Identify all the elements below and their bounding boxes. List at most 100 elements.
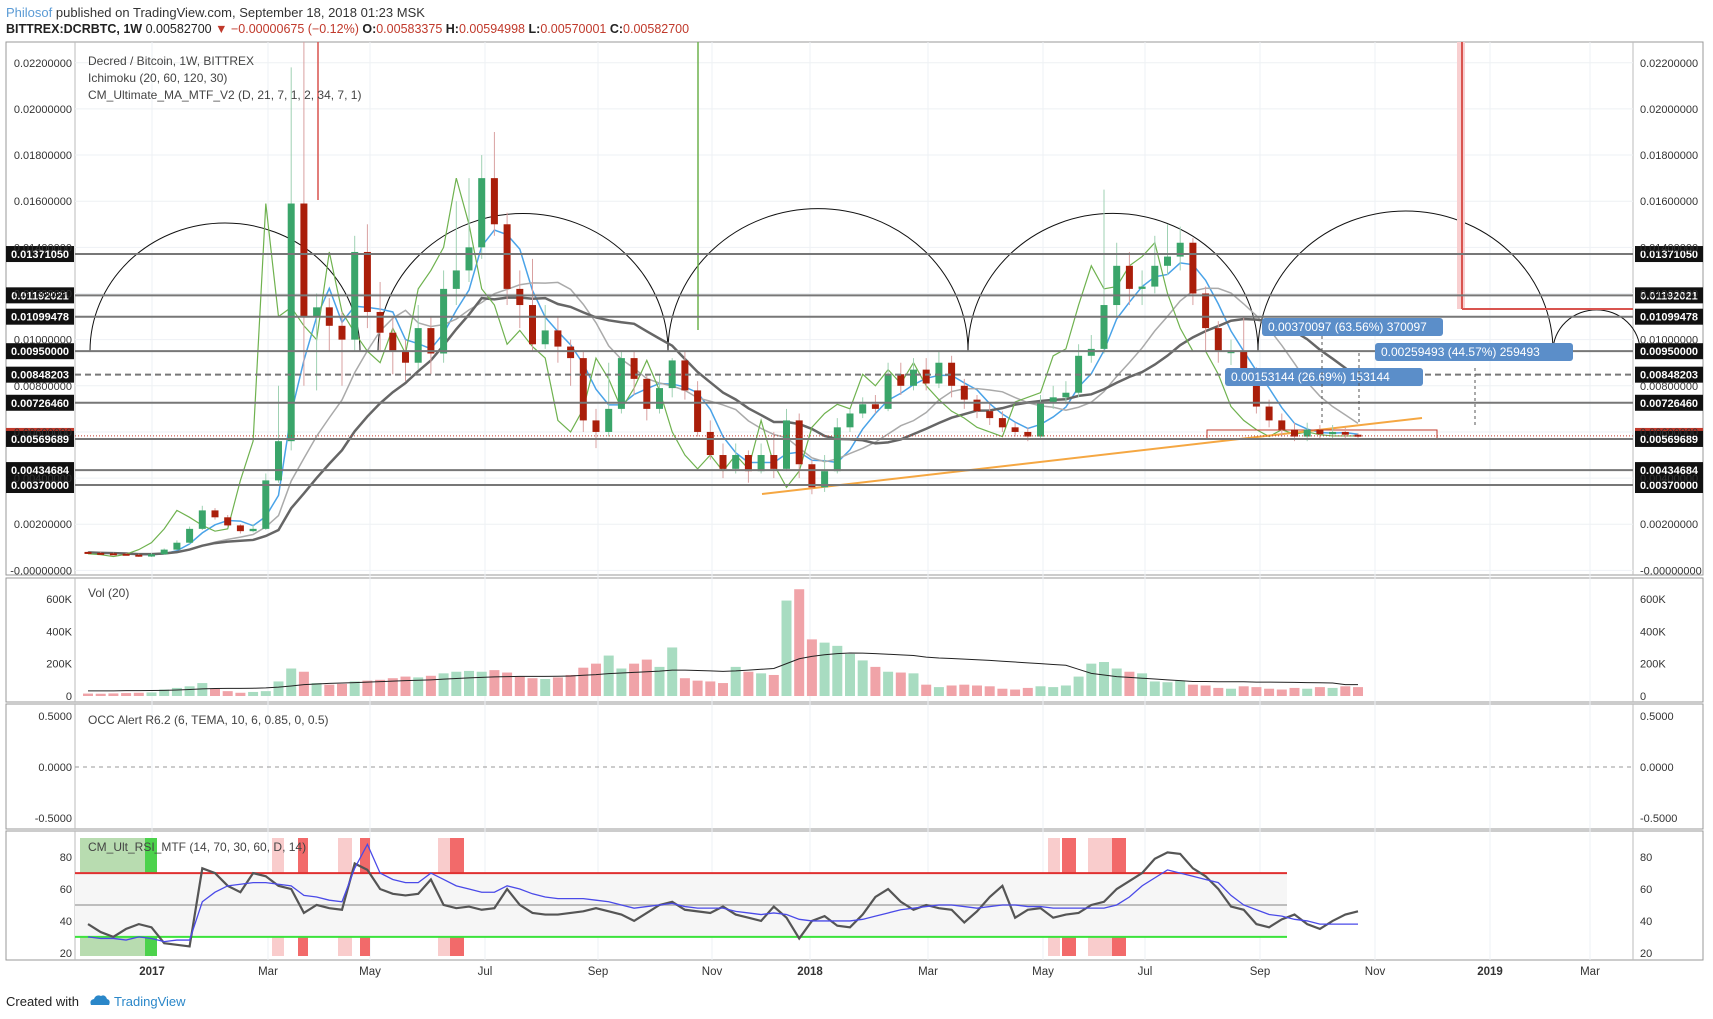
author-link[interactable]: Philosof: [6, 5, 53, 20]
chart-canvas[interactable]: 0.01371050 0.01371050 0.01192021 0.01192021…: [0, 0, 1713, 990]
volume-bar: [603, 655, 614, 696]
candle-body: [1214, 328, 1222, 352]
volume-bar: [895, 672, 906, 696]
candle-body: [363, 251, 371, 312]
volume-bar: [591, 663, 601, 696]
candle-body: [186, 528, 194, 543]
price-level-tag-left: [6, 477, 74, 494]
volume-bar: [146, 692, 157, 696]
volume-bar: [1035, 686, 1046, 696]
y-tick-label-left: 0.00200000: [14, 519, 72, 531]
candle-body: [452, 270, 460, 289]
volume-bar: [1238, 686, 1249, 696]
volume-bar: [845, 653, 855, 696]
volume-bar: [870, 666, 881, 696]
publish-info: published on TradingView.com, September …: [55, 5, 425, 20]
volume-bar: [1099, 662, 1109, 696]
volume-bar: [921, 684, 932, 696]
price-change: ▼ −0.00000675 (−0.12%): [215, 22, 359, 36]
vol-tick-right: 400K: [1640, 626, 1666, 638]
symbol-line: BITTREX:DCRBTC, 1W 0.00582700 ▼ −0.00000…: [6, 22, 689, 36]
price-level-value: 0.01099478: [11, 312, 69, 324]
candle-body: [1278, 420, 1286, 430]
candle-body: [770, 455, 778, 469]
trend-line: [761, 417, 1423, 495]
last-price: 0.00582700: [145, 22, 212, 36]
volume-bar: [489, 670, 500, 696]
volume-bar: [730, 666, 741, 696]
volume-bar: [933, 687, 944, 696]
candle-body: [1202, 293, 1210, 329]
volume-bar: [171, 687, 182, 696]
tradingview-logo[interactable]: TradingView: [89, 994, 186, 1009]
volume-bar: [984, 686, 995, 696]
volume-bar: [1022, 687, 1033, 696]
publish-line: Philosof published on TradingView.com, S…: [6, 5, 425, 20]
volume-bar: [235, 692, 246, 696]
candle-body: [1113, 265, 1121, 306]
price-level-value: 0.01371050: [1640, 249, 1698, 261]
price-level-value: 0.00848203: [1640, 370, 1698, 382]
candle-body: [1011, 427, 1019, 432]
y-tick-label-right: 0.01200000: [1640, 289, 1698, 301]
occ-tick-left: 0.5000: [38, 711, 72, 723]
cycle-arc: [377, 212, 669, 352]
x-tick-label: Sep: [588, 966, 608, 978]
y-tick-label-left: 0.01600000: [14, 196, 72, 208]
volume-bar: [1327, 687, 1338, 696]
volume-bar: [1314, 687, 1325, 696]
volume-bar: [1264, 688, 1275, 696]
cycle-arc: [967, 212, 1259, 352]
volume-bar: [794, 589, 805, 696]
volume-bar: [756, 673, 767, 696]
volume-bar: [1124, 671, 1135, 696]
rsi-tick-left: 20: [60, 948, 72, 960]
volume-bar: [578, 667, 589, 696]
candle-body: [719, 455, 727, 469]
volume-bar: [502, 672, 513, 696]
y-tick-label-right: 0.01000000: [1640, 335, 1698, 347]
volume-bar: [222, 691, 233, 696]
volume-bar: [260, 691, 271, 696]
candle-body: [275, 441, 282, 481]
x-tick-label: Mar: [258, 966, 278, 978]
candle-body: [846, 413, 854, 428]
vol-tick-left: 200K: [46, 659, 72, 671]
candle-body: [1354, 434, 1362, 437]
volume-bar: [819, 642, 830, 696]
volume-bar: [83, 693, 93, 696]
volume-bar: [121, 693, 132, 696]
moving-average-line: [87, 296, 1359, 556]
volume-bar: [959, 684, 970, 696]
close-value: 0.00582700: [623, 22, 690, 36]
candle-body: [1189, 242, 1197, 294]
price-level-tag-left: [6, 287, 74, 304]
pane-frame: [5, 41, 1704, 576]
vol-tick-left: 600K: [46, 594, 72, 606]
volume-bar: [1073, 676, 1084, 696]
y-tick-label-right: 0.02000000: [1640, 104, 1698, 116]
candle-body: [783, 420, 790, 469]
y-tick-label-right: 0.02200000: [1640, 58, 1698, 70]
candle-body: [643, 378, 651, 409]
candle-body: [1240, 351, 1248, 375]
volume-bar: [197, 683, 208, 696]
legend-title: Decred / Bitcoin, 1W, BITTREX: [88, 54, 254, 68]
candle-body: [1329, 431, 1337, 435]
price-level-tag-left: [6, 366, 74, 383]
cycle-arc: [1257, 210, 1554, 352]
candle-body: [1024, 431, 1032, 437]
candle-body: [554, 330, 562, 347]
volume-bar: [438, 673, 449, 696]
volume-bar: [654, 666, 665, 696]
x-tick-label: Jul: [1138, 966, 1153, 978]
y-tick-label-left: 0.02000000: [14, 104, 72, 116]
volume-bar: [616, 668, 627, 696]
volume-bar: [1060, 685, 1071, 696]
vol-tick-left: 0: [66, 691, 72, 703]
high-label: H:: [445, 22, 459, 36]
candle-body: [656, 388, 663, 409]
candle-body: [478, 178, 486, 248]
vol-tick-left: 400K: [46, 626, 72, 638]
y-tick-label-left: 0.00800000: [14, 381, 72, 393]
